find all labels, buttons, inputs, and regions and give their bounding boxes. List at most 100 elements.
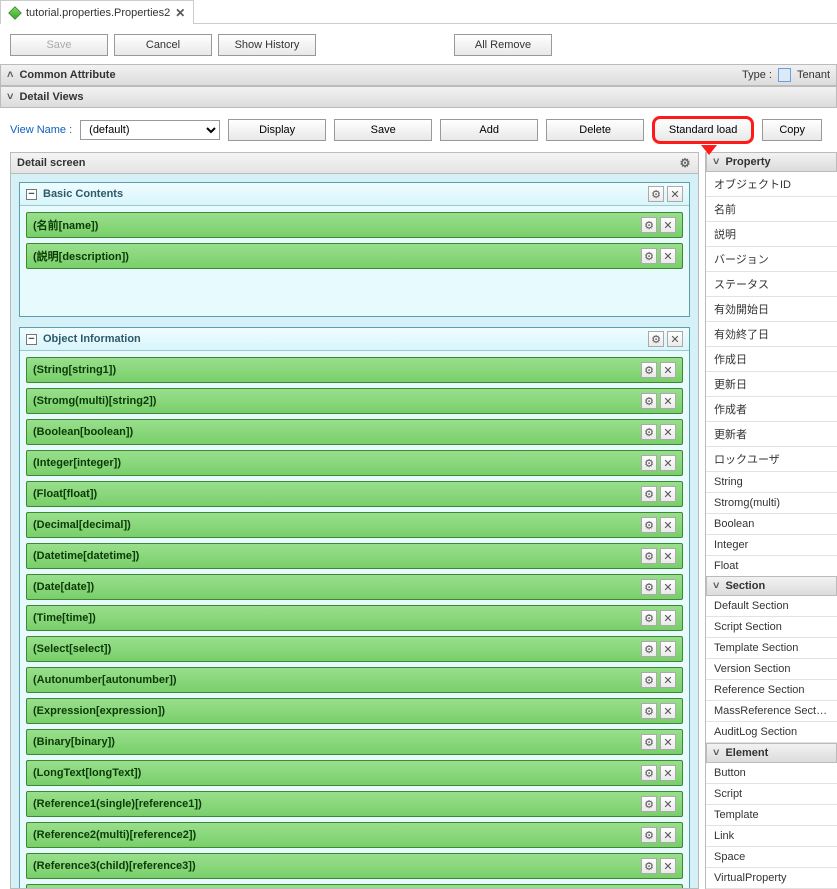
cancel-button[interactable]: Cancel: [114, 34, 212, 56]
gear-icon[interactable]: ⚙: [641, 858, 657, 874]
gear-icon[interactable]: ⚙: [641, 703, 657, 719]
gear-icon[interactable]: ⚙: [648, 331, 664, 347]
field-row[interactable]: (Reference2(multi)[reference2])⚙✕: [26, 822, 683, 848]
list-item[interactable]: ロックユーザ: [706, 447, 837, 472]
field-row[interactable]: (Expression[expression])⚙✕: [26, 698, 683, 724]
close-icon[interactable]: ✕: [660, 517, 676, 533]
field-row[interactable]: (Float[float])⚙✕: [26, 481, 683, 507]
collapse-icon[interactable]: −: [26, 334, 37, 345]
field-row[interactable]: (Decimal[decimal])⚙✕: [26, 512, 683, 538]
viewname-select[interactable]: (default): [80, 120, 220, 140]
close-icon[interactable]: ✕: [660, 703, 676, 719]
close-icon[interactable]: ✕: [660, 672, 676, 688]
show-history-button[interactable]: Show History: [218, 34, 316, 56]
gear-icon[interactable]: ⚙: [641, 455, 657, 471]
gear-icon[interactable]: ⚙: [641, 827, 657, 843]
close-icon[interactable]: ✕: [175, 6, 185, 20]
gear-icon[interactable]: ⚙: [641, 796, 657, 812]
field-row[interactable]: (Autonumber[autonumber])⚙✕: [26, 667, 683, 693]
gear-icon[interactable]: ⚙: [641, 362, 657, 378]
field-row[interactable]: (Date[date])⚙✕: [26, 574, 683, 600]
display-button[interactable]: Display: [228, 119, 326, 141]
save-view-button[interactable]: Save: [334, 119, 432, 141]
list-item[interactable]: バージョン: [706, 247, 837, 272]
field-row[interactable]: (Time[time])⚙✕: [26, 605, 683, 631]
gear-icon[interactable]: ⚙: [641, 610, 657, 626]
list-item[interactable]: 作成日: [706, 347, 837, 372]
list-item[interactable]: AuditLog Section: [706, 722, 837, 743]
gear-icon[interactable]: ⚙: [641, 517, 657, 533]
field-row[interactable]: (Reference1(single)[reference1])⚙✕: [26, 791, 683, 817]
close-icon[interactable]: ✕: [660, 362, 676, 378]
list-item[interactable]: String: [706, 472, 837, 493]
gear-icon[interactable]: ⚙: [641, 579, 657, 595]
standard-load-button[interactable]: Standard load: [652, 116, 754, 144]
field-row[interactable]: (Integer[integer])⚙✕: [26, 450, 683, 476]
field-row[interactable]: (Boolean[boolean])⚙✕: [26, 419, 683, 445]
field-row[interactable]: (Select[select])⚙✕: [26, 636, 683, 662]
list-item[interactable]: Space: [706, 847, 837, 868]
field-row[interactable]: (Stromg(multi)[string2])⚙✕: [26, 388, 683, 414]
close-icon[interactable]: ✕: [660, 548, 676, 564]
list-item[interactable]: 有効終了日: [706, 322, 837, 347]
close-icon[interactable]: ✕: [660, 796, 676, 812]
close-icon[interactable]: ✕: [667, 186, 683, 202]
gear-icon[interactable]: ⚙: [641, 765, 657, 781]
close-icon[interactable]: ✕: [667, 331, 683, 347]
gear-icon[interactable]: ⚙: [641, 548, 657, 564]
list-item[interactable]: ステータス: [706, 272, 837, 297]
list-item[interactable]: 有効開始日: [706, 297, 837, 322]
field-row[interactable]: (Reference3(child)[reference3])⚙✕: [26, 853, 683, 879]
list-item[interactable]: Version Section: [706, 659, 837, 680]
list-item[interactable]: Link: [706, 826, 837, 847]
field-row[interactable]: (String[string1])⚙✕: [26, 357, 683, 383]
list-item[interactable]: Default Section: [706, 596, 837, 617]
list-item[interactable]: MassReference Section: [706, 701, 837, 722]
property-header[interactable]: ˅ Property: [706, 152, 837, 172]
list-item[interactable]: Template Section: [706, 638, 837, 659]
list-item[interactable]: 作成者: [706, 397, 837, 422]
section-header[interactable]: ˅ Section: [706, 576, 837, 596]
list-item[interactable]: Float: [706, 556, 837, 576]
close-icon[interactable]: ✕: [660, 248, 676, 264]
common-attribute-header[interactable]: ˄ Common Attribute Type : Tenant: [0, 64, 837, 86]
list-item[interactable]: 更新日: [706, 372, 837, 397]
list-item[interactable]: VirtualProperty: [706, 868, 837, 889]
field-row[interactable]: (Binary[binary])⚙✕: [26, 729, 683, 755]
gear-icon[interactable]: ⚙: [648, 186, 664, 202]
delete-button[interactable]: Delete: [546, 119, 644, 141]
detail-views-header[interactable]: ˅ Detail Views: [0, 86, 837, 108]
list-item[interactable]: Integer: [706, 535, 837, 556]
list-item[interactable]: Boolean: [706, 514, 837, 535]
close-icon[interactable]: ✕: [660, 858, 676, 874]
list-item[interactable]: 名前: [706, 197, 837, 222]
list-item[interactable]: Script: [706, 784, 837, 805]
list-item[interactable]: オブジェクトID: [706, 172, 837, 197]
list-item[interactable]: Script Section: [706, 617, 837, 638]
field-row[interactable]: (LongText[longText])⚙✕: [26, 760, 683, 786]
list-item[interactable]: Template: [706, 805, 837, 826]
gear-icon[interactable]: ⚙: [641, 672, 657, 688]
add-button[interactable]: Add: [440, 119, 538, 141]
close-icon[interactable]: ✕: [660, 424, 676, 440]
gear-icon[interactable]: ⚙: [641, 424, 657, 440]
close-icon[interactable]: ✕: [660, 827, 676, 843]
save-button[interactable]: Save: [10, 34, 108, 56]
list-item[interactable]: Button: [706, 763, 837, 784]
all-remove-button[interactable]: All Remove: [454, 34, 552, 56]
field-row[interactable]: (名前[name])⚙✕: [26, 212, 683, 238]
field-row[interactable]: (Datetime[datetime])⚙✕: [26, 543, 683, 569]
collapse-icon[interactable]: −: [26, 189, 37, 200]
list-item[interactable]: Reference Section: [706, 680, 837, 701]
close-icon[interactable]: ✕: [660, 455, 676, 471]
close-icon[interactable]: ✕: [660, 579, 676, 595]
field-row[interactable]: (Reference4(by)[reference4])⚙✕: [26, 884, 683, 888]
close-icon[interactable]: ✕: [660, 610, 676, 626]
gear-icon[interactable]: ⚙: [641, 248, 657, 264]
gear-icon[interactable]: ⚙: [641, 641, 657, 657]
list-item[interactable]: 説明: [706, 222, 837, 247]
field-row[interactable]: (説明[description])⚙✕: [26, 243, 683, 269]
close-icon[interactable]: ✕: [660, 734, 676, 750]
gear-icon[interactable]: ⚙: [641, 486, 657, 502]
close-icon[interactable]: ✕: [660, 641, 676, 657]
